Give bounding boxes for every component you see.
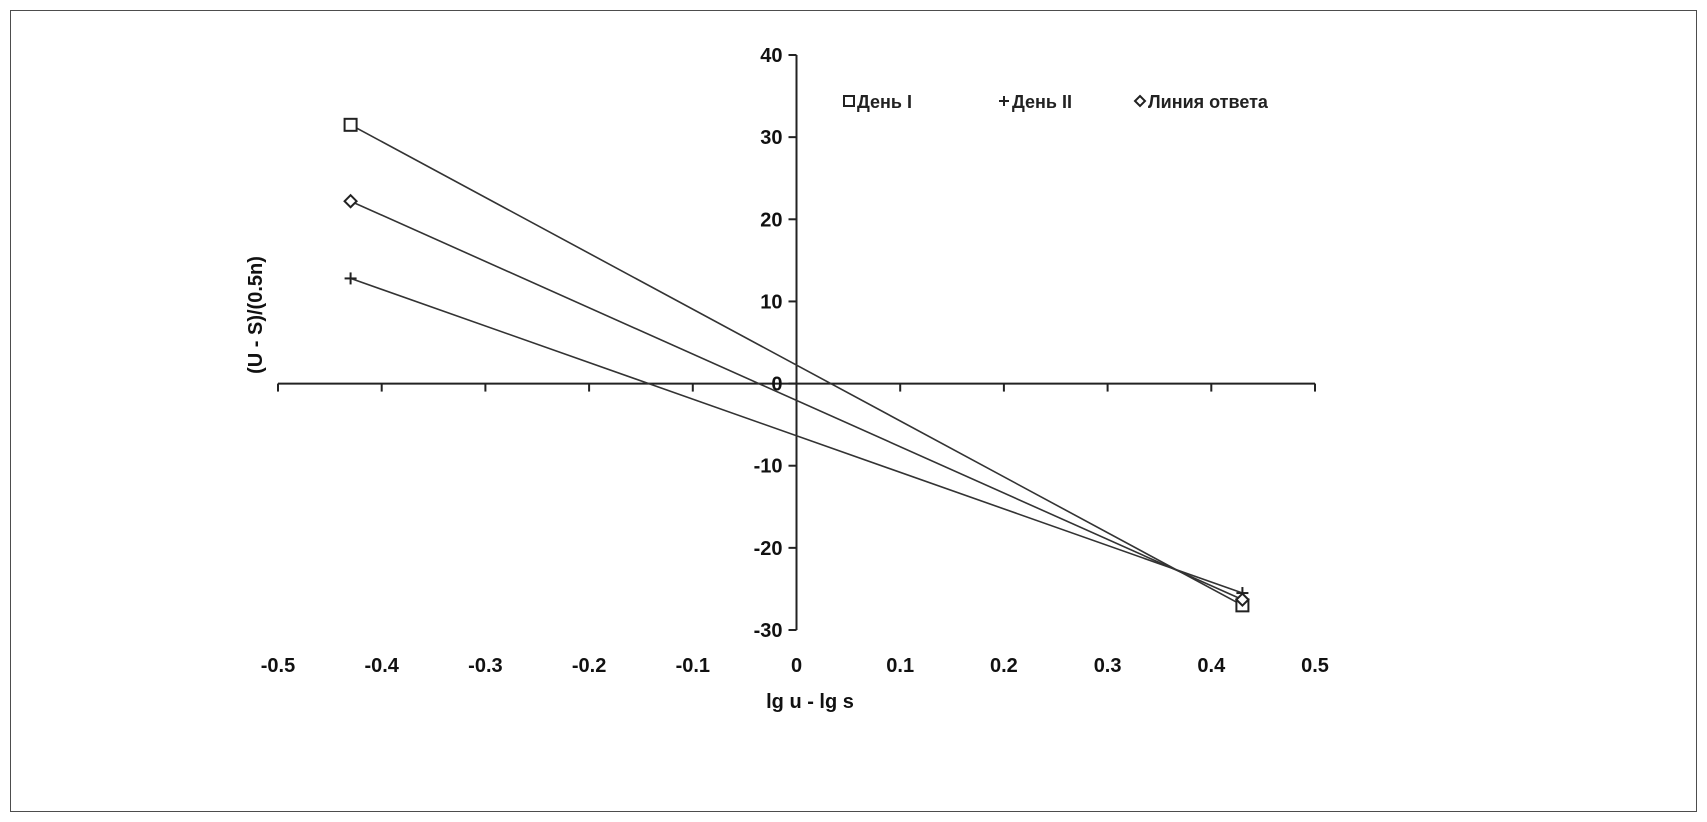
data-point-response-line (1234, 592, 1250, 608)
x-tick-label: -0.1 (676, 655, 710, 677)
legend-marker-response-line (1133, 94, 1147, 108)
y-axis-label: (U - S)/(0.5n) (245, 256, 267, 374)
y-tick-label: -10 (754, 456, 783, 478)
y-tick-label: 30 (760, 127, 782, 149)
x-tick-label: 0.2 (990, 655, 1018, 677)
y-tick-label: 0 (771, 374, 782, 396)
x-tick-label: 0 (791, 655, 802, 677)
series-line-response-line (350, 200, 1243, 601)
data-point-response-line (343, 193, 359, 209)
legend-label-day-2: День II (1012, 92, 1072, 112)
legend-item-day-2: День II (999, 92, 1072, 112)
y-tick-label: 40 (760, 45, 782, 67)
chart-legend: День I День II Линия ответа (843, 92, 1269, 112)
y-tick-label: 10 (760, 291, 782, 313)
legend-label-day-1: День I (857, 92, 912, 112)
series-line-day-1 (350, 124, 1243, 607)
series-line-day-2 (350, 277, 1243, 594)
legend-marker-day-1 (843, 95, 855, 107)
legend-label-response-line: Линия ответа (1148, 92, 1269, 112)
chart-axes: -0.5 -0.4 -0.3 -0.2 -0.1 0 0.1 0.2 0.3 0.4 0.5 -30 -… (261, 45, 1329, 677)
y-tick-label: 20 (760, 209, 782, 231)
legend-item-response-line: Линия ответа (1133, 92, 1269, 112)
x-tick-label: -0.2 (572, 655, 606, 677)
data-point-day-2 (344, 272, 357, 285)
x-tick-label: 0.5 (1301, 655, 1329, 677)
x-tick-label: 0.4 (1197, 655, 1226, 677)
legend-item-day-1: День I (843, 92, 912, 112)
y-tick-label: -20 (754, 538, 783, 560)
figure-frame (10, 10, 1697, 812)
x-tick-label: -0.3 (468, 655, 502, 677)
x-axis-label: lg u - lg s (766, 691, 854, 713)
x-tick-label: 0.3 (1094, 655, 1122, 677)
legend-marker-day-2 (999, 96, 1009, 106)
series-response-line (343, 193, 1250, 608)
y-tick-label: -30 (754, 620, 783, 642)
x-tick-label: -0.5 (261, 655, 295, 677)
x-tick-label: -0.4 (364, 655, 399, 677)
x-tick-label: 0.1 (886, 655, 914, 677)
chart-series (343, 117, 1250, 613)
data-point-day-1 (343, 117, 358, 132)
